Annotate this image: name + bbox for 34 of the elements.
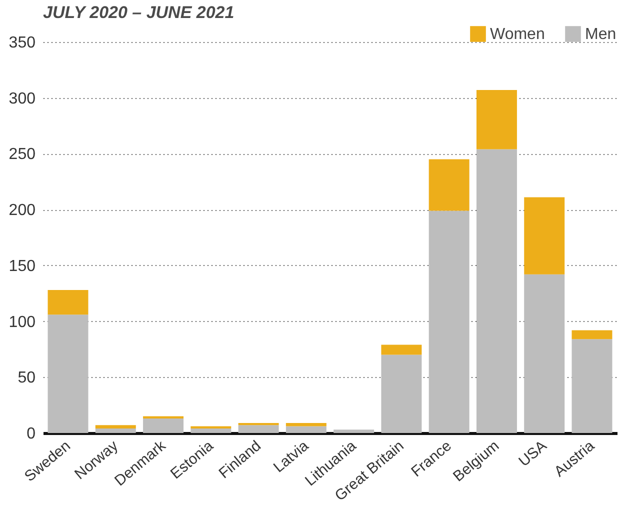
bar — [238, 425, 279, 433]
legend-label: Women — [490, 26, 545, 43]
bar — [238, 422, 279, 426]
bar — [190, 426, 232, 429]
y-tick-label: 150 — [8, 258, 36, 275]
y-tick-label: 0 — [26, 426, 36, 442]
chart-title: JULY 2020 – JUNE 2021 — [43, 3, 234, 22]
bar — [286, 426, 326, 433]
bar — [48, 290, 88, 315]
bar — [572, 330, 612, 340]
bar — [381, 344, 422, 355]
y-tick-label: 250 — [8, 146, 36, 164]
bar — [95, 428, 136, 433]
bar — [190, 428, 232, 433]
y-tick-label: 300 — [8, 90, 36, 108]
bar — [286, 422, 326, 426]
bar — [381, 354, 422, 433]
y-tick-label: 350 — [8, 34, 36, 52]
bar — [476, 90, 517, 150]
bar — [334, 430, 374, 433]
legend-label: Men — [585, 26, 616, 43]
bar — [143, 418, 184, 433]
bar — [476, 149, 517, 433]
y-tick-label: 100 — [8, 314, 36, 331]
bar — [572, 339, 612, 433]
bar — [95, 425, 136, 429]
x-tick-label: USA — [516, 437, 550, 470]
bar — [524, 274, 565, 433]
y-tick-label: 200 — [8, 202, 36, 220]
bar — [524, 197, 565, 274]
bar — [48, 314, 88, 433]
y-tick-label: 50 — [18, 370, 36, 387]
bar — [428, 159, 470, 211]
bar — [428, 210, 470, 433]
